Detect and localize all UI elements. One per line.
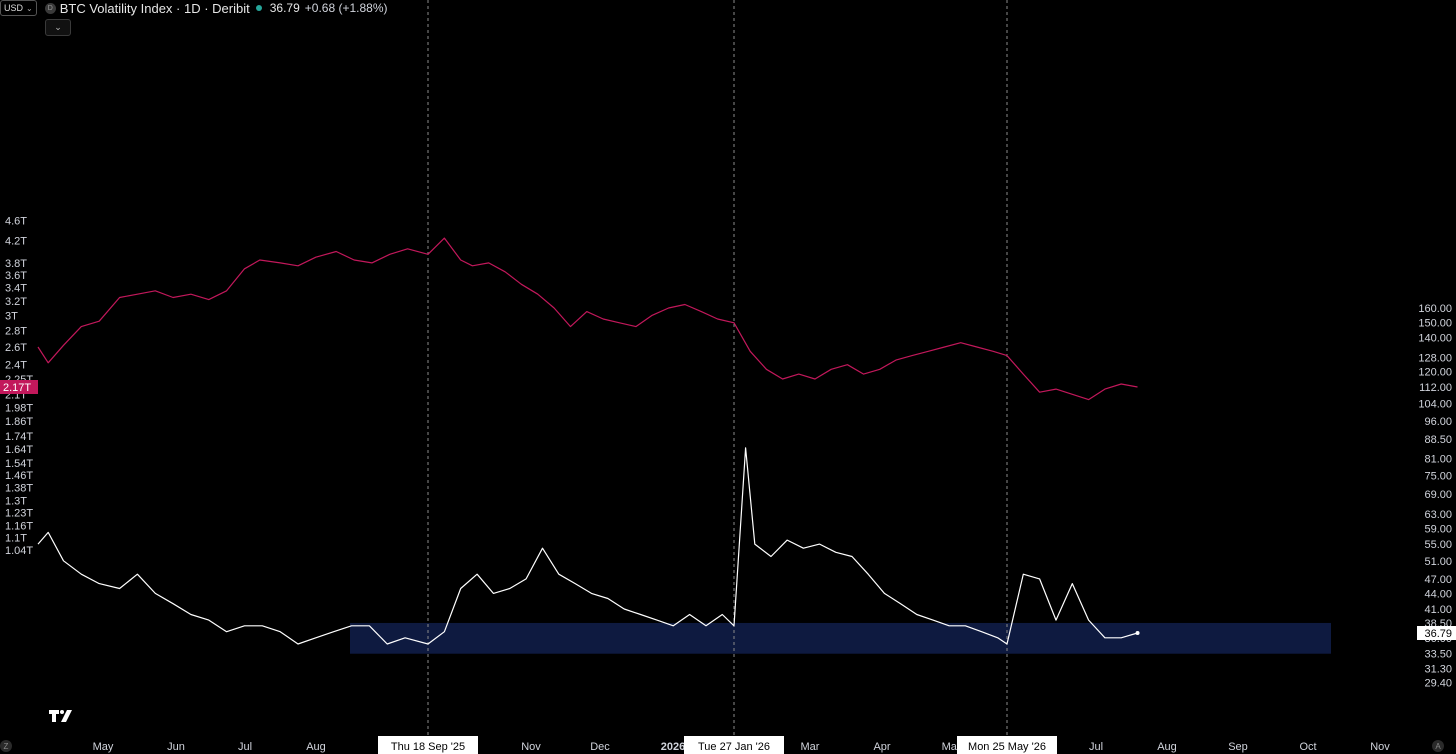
left-axis-tick-label: 3.6T: [5, 270, 27, 282]
left-axis-tick-label: 1.1T: [5, 532, 27, 544]
left-axis-tick-label: 4.2T: [5, 236, 27, 248]
left-axis-tick-label: 1.86T: [5, 416, 33, 428]
right-axis-tick-label: 75.00: [1424, 471, 1452, 483]
a-label: A: [1435, 741, 1441, 751]
left-axis-tick-label: 1.3T: [5, 495, 27, 507]
crosshair-date-badge: [378, 736, 478, 754]
left-axis-tick-label: 1.38T: [5, 482, 33, 494]
left-axis-tick-label: 2.8T: [5, 326, 27, 338]
left-axis-tick-label: 1.54T: [5, 458, 33, 470]
tradingview-logo-icon: [49, 710, 72, 722]
right-axis-tick-label: 31.30: [1424, 664, 1452, 676]
time-axis-tick-label: Aug: [1157, 741, 1177, 753]
time-axis-tick-label: Nov: [1370, 741, 1390, 753]
time-axis-tick-label: Dec: [590, 741, 610, 753]
z-icon[interactable]: Z: [0, 740, 12, 752]
time-axis-tick-label: Aug: [306, 741, 326, 753]
right-axis-tick-label: 120.00: [1418, 367, 1452, 379]
right-price-axis[interactable]: 160.00 150.00 140.00 128.00 120.00 112.00 104.…: [1417, 303, 1456, 690]
right-axis-tick-label: 63.00: [1424, 509, 1452, 521]
volatility-index-line: [37, 447, 1138, 645]
chevron-down-icon: ⌄: [26, 3, 33, 13]
chart-header: USD ⌄ D BTC Volatility Index · 1D · Deri…: [0, 0, 388, 16]
support-zone: [350, 622, 1331, 654]
right-axis-tick-label: 140.00: [1418, 333, 1452, 345]
left-axis-tick-label: 3.8T: [5, 258, 27, 270]
left-axis-tick-label: 4.6T: [5, 216, 27, 228]
symbol-title[interactable]: BTC Volatility Index · 1D · Deribit: [59, 0, 250, 16]
exchange-badge-icon: D: [44, 2, 56, 14]
crosshair-date-label: Thu 18 Sep '25: [391, 741, 465, 753]
right-axis-tick-label: 112.00: [1419, 382, 1452, 394]
right-axis-tick-label: 150.00: [1418, 317, 1452, 329]
time-axis-tick-label: Jul: [238, 741, 252, 753]
left-price-axis[interactable]: 4.6T 4.2T 3.8T3.6T3.4T3.2T 3T 2.8T 2.6T 2.4T 2.…: [0, 216, 38, 557]
right-axis-tick-label: 104.00: [1418, 398, 1452, 410]
right-axis-tick-label: 128.00: [1418, 352, 1452, 364]
time-axis-tick-label: 2026: [661, 741, 685, 753]
right-axis-tick-label: 160.00: [1418, 303, 1452, 315]
crosshair-date-badge: [684, 736, 784, 754]
time-axis-tick-label: Mar: [801, 741, 820, 753]
left-axis-tick-label: 3T: [5, 310, 18, 322]
left-axis-tick-label: 1.23T: [5, 508, 33, 520]
left-axis-tick-label: 1.46T: [5, 470, 33, 482]
left-axis-tick-label: 1.04T: [5, 545, 33, 557]
right-current-value-badge: [1417, 626, 1456, 640]
right-axis-tick-label: 69.00: [1424, 489, 1452, 501]
chevron-down-icon: ⌄: [54, 22, 62, 32]
right-current-value-label: 36.79: [1424, 628, 1452, 640]
left-axis-tick-label: 1.16T: [5, 521, 33, 533]
time-axis-tick-label: Sep: [1228, 741, 1248, 753]
time-axis-tick-label: Nov: [521, 741, 541, 753]
left-axis-tick-label: 2.6T: [5, 342, 27, 354]
right-axis-tick-label: 81.00: [1424, 454, 1452, 466]
time-axis-tick-label: Jul: [1089, 741, 1103, 753]
time-axis-tick-label: Apr: [873, 741, 890, 753]
time-axis-tick-label: Oct: [1299, 741, 1316, 753]
time-axis[interactable]: MayJunJulAugSThu 18 Sep '25NovDec2026Tue…: [93, 736, 1391, 754]
left-axis-tick-label: 1.64T: [5, 444, 33, 456]
left-axis-tick-label: 3.2T: [5, 296, 27, 308]
crosshair-lines: [427, 0, 1008, 738]
a-icon[interactable]: A: [1432, 740, 1444, 752]
last-point-marker: [1135, 631, 1140, 635]
right-axis-tick-label: 96.00: [1424, 416, 1452, 428]
left-current-value-badge: [0, 380, 38, 394]
left-current-value-label: 2.17T: [3, 382, 31, 394]
crosshair-date-label: Mon 25 May '26: [968, 741, 1046, 753]
time-axis-tick-label: May: [93, 741, 114, 753]
left-axis-tick-label: 1.98T: [5, 402, 33, 414]
currency-label: USD: [4, 3, 24, 13]
crosshair-date-badge: [957, 736, 1057, 754]
time-axis-tick-label: Jun: [167, 741, 185, 753]
right-axis-tick-label: 33.50: [1424, 649, 1452, 661]
left-axis-tick-label: 2.4T: [5, 360, 27, 372]
right-axis-tick-label: 88.50: [1424, 434, 1452, 446]
z-label: Z: [3, 741, 9, 751]
left-axis-tick-label: 1.74T: [5, 431, 33, 443]
right-axis-tick-label: 29.40: [1424, 678, 1452, 690]
left-axis-tick-label: 3.4T: [5, 283, 27, 295]
right-axis-tick-label: 51.00: [1424, 556, 1452, 568]
market-cap-line: [37, 237, 1138, 401]
right-axis-tick-label: 41.00: [1424, 604, 1452, 616]
last-price: 36.79: [269, 1, 300, 15]
crosshair-date-label: Tue 27 Jan '26: [698, 741, 770, 753]
market-status-dot: [255, 5, 262, 11]
right-axis-tick-label: 55.00: [1424, 539, 1452, 551]
collapse-legend-button[interactable]: ⌄: [45, 19, 71, 36]
series-group: [37, 237, 1140, 645]
price-change: +0.68 (+1.88%): [304, 1, 388, 15]
right-axis-tick-label: 44.00: [1424, 588, 1452, 600]
right-axis-tick-label: 47.00: [1424, 574, 1452, 586]
exchange-badge-letter: D: [47, 4, 53, 12]
currency-selector[interactable]: USD ⌄: [0, 0, 37, 16]
right-axis-tick-label: 59.00: [1424, 524, 1452, 536]
